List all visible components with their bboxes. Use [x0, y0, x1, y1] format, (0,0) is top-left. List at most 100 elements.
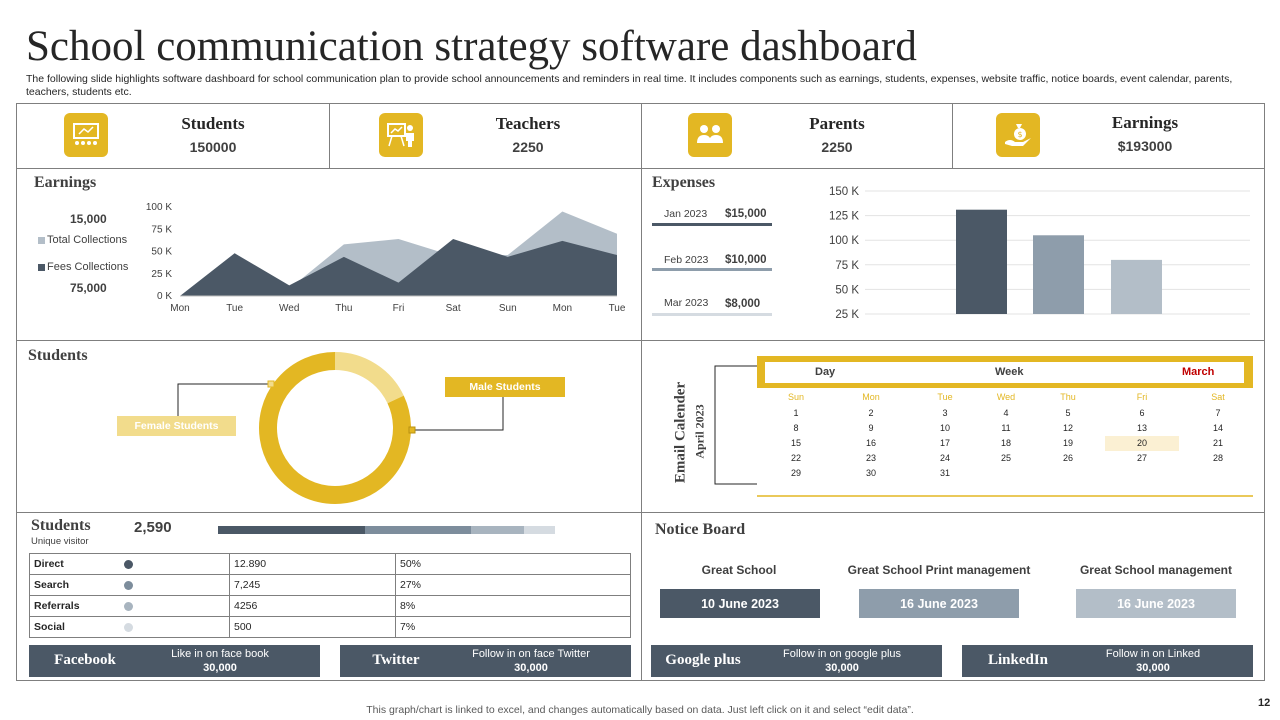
legend-swatch [38, 236, 45, 244]
calendar-date[interactable]: 21 [1212, 438, 1223, 448]
notice-heading: Great School Print management [847, 563, 1031, 577]
progress-segment-search [365, 526, 471, 534]
divider [952, 103, 953, 168]
calendar-date[interactable]: 5 [1065, 408, 1071, 418]
social-linkedin[interactable]: LinkedIn Follow in on Linked 30,000 [962, 645, 1253, 677]
y-tick-label: 0 K [157, 291, 172, 302]
series-dot [124, 602, 133, 611]
progress-segment-direct [218, 526, 365, 534]
calendar-date[interactable]: 1 [793, 408, 799, 418]
y-tick-label: 150 K [829, 186, 859, 198]
social-facebook[interactable]: Facebook Like in on face book 30,000 [29, 645, 320, 677]
earnings-fees-value: 75,000 [70, 281, 107, 295]
calendar-day-of-week: Sun [787, 392, 804, 402]
visitor-source: Search [29, 574, 230, 596]
calendar-header: Day Week March [757, 356, 1253, 388]
tab-week[interactable]: Week [995, 366, 1024, 378]
x-tick-label: Sat [446, 303, 461, 314]
notice-date-button[interactable]: 16 June 2023 [859, 589, 1019, 618]
calendar-date[interactable]: 29 [790, 468, 801, 478]
earnings-title: Earnings [34, 174, 97, 191]
notice-heading: Great School management [1079, 563, 1233, 577]
notice-date-button[interactable]: 16 June 2023 [1076, 589, 1236, 618]
table-row: Search 7,245 27% [29, 574, 631, 596]
people-icon [688, 113, 732, 157]
social-google-plus[interactable]: Google plus Follow in on google plus 30,0… [651, 645, 942, 677]
calendar-date[interactable]: 6 [1139, 408, 1145, 418]
divider [329, 103, 330, 168]
visitor-percent: 27% [395, 574, 631, 596]
expense-amount: $15,000 [725, 208, 767, 220]
calendar-date[interactable]: 2 [868, 408, 874, 418]
calendar-date[interactable]: 17 [939, 438, 950, 448]
calendar-date[interactable]: 7 [1215, 408, 1221, 418]
classroom-icon [64, 113, 108, 157]
calendar-date[interactable]: 13 [1136, 423, 1147, 433]
area-series-fees-collections [180, 239, 617, 296]
social-caption: Follow in on face Twitter [472, 648, 590, 660]
social-name: Twitter [372, 652, 420, 668]
table-row: Social 500 7% [29, 616, 631, 638]
calendar-date[interactable]: 11 [1001, 423, 1011, 433]
calendar-date[interactable]: 18 [1000, 438, 1011, 448]
calendar-date[interactable]: 8 [793, 423, 799, 433]
donut-slice-female [334, 352, 404, 404]
calendar-date[interactable]: 25 [1000, 453, 1011, 463]
calendar-date[interactable]: 4 [1003, 408, 1009, 418]
social-name: Facebook [54, 652, 116, 668]
footer-note: This graph/chart is linked to excel, and… [366, 704, 914, 716]
expense-bar [652, 223, 772, 226]
calendar-date[interactable]: 9 [868, 423, 874, 433]
visitor-count: 500 [229, 616, 396, 638]
kpi-parents-label: Parents [809, 114, 865, 133]
tab-month[interactable]: March [1182, 366, 1215, 378]
calendar-date[interactable]: 16 [865, 438, 876, 448]
notice-date-button[interactable]: 10 June 2023 [660, 589, 820, 618]
social-text: Like in on face book 30,000 [125, 647, 315, 675]
x-tick-label: Mon [553, 303, 572, 314]
calendar-date[interactable]: 31 [939, 468, 950, 478]
calendar-date[interactable]: 19 [1062, 438, 1073, 448]
page-title: School communication strategy software d… [26, 23, 917, 70]
calendar-date[interactable]: 28 [1212, 453, 1223, 463]
social-caption: Like in on face book [171, 648, 269, 660]
visitors-subtitle: Unique visitor [31, 536, 89, 547]
calendar-date[interactable]: 12 [1062, 423, 1073, 433]
divider [16, 512, 1265, 513]
social-twitter[interactable]: Twitter Follow in on face Twitter 30,000 [340, 645, 631, 677]
divider [641, 103, 642, 681]
social-caption: Follow in on google plus [782, 648, 902, 660]
calendar-date[interactable]: 24 [939, 453, 950, 463]
students-donut-chart [259, 352, 411, 504]
y-tick-label: 50 K [835, 284, 859, 296]
table-row: Referrals 4256 8% [29, 595, 631, 617]
calendar-date[interactable]: 15 [790, 438, 801, 448]
calendar-date[interactable]: 26 [1062, 453, 1073, 463]
calendar-date[interactable]: 20 [1105, 436, 1179, 451]
calendar-date[interactable]: 10 [939, 423, 950, 433]
x-tick-label: Thu [335, 303, 352, 314]
visitor-percent: 7% [395, 616, 631, 638]
calendar-date[interactable]: 23 [865, 453, 876, 463]
calendar-date[interactable]: 3 [942, 408, 948, 418]
social-count: 30,000 [514, 662, 548, 674]
visitor-source-label: Direct [34, 558, 64, 570]
tab-day[interactable]: Day [815, 366, 836, 378]
visitor-count: 4256 [229, 595, 396, 617]
calendar-date[interactable]: 30 [865, 468, 876, 478]
visitor-source: Referrals [29, 595, 230, 617]
calendar-date[interactable]: 14 [1212, 423, 1223, 433]
page-number: 12 [1258, 697, 1271, 709]
y-tick-label: 100 K [146, 202, 172, 213]
y-tick-label: 75 K [835, 260, 859, 272]
visitor-percent: 50% [395, 553, 631, 575]
calendar-tabs: Day Week March [765, 362, 1244, 383]
y-tick-label: 50 K [151, 247, 172, 258]
expense-bar-2 [1033, 235, 1084, 314]
female-students-label: Female Students [117, 416, 236, 436]
legend-swatch [38, 263, 45, 271]
calendar-date[interactable]: 22 [790, 453, 801, 463]
visitor-source-label: Referrals [34, 600, 80, 612]
series-dot [124, 560, 133, 569]
calendar-date[interactable]: 27 [1136, 453, 1147, 463]
